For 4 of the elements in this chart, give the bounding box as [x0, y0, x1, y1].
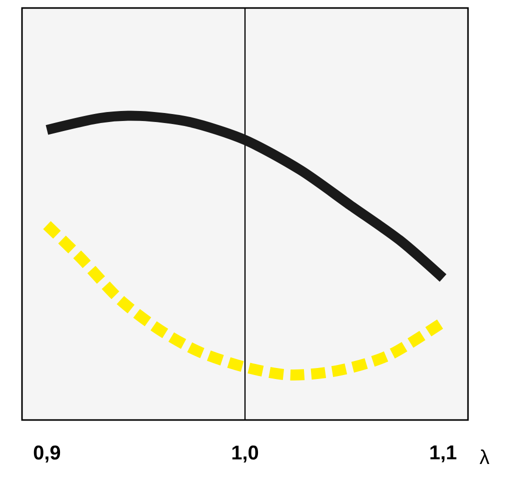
x-tick-label: 0,9	[34, 446, 60, 463]
x-axis-title: λ	[480, 450, 490, 464]
x-tick-label: 1,0	[232, 446, 258, 463]
x-tick-label: 1,1	[430, 446, 456, 462]
